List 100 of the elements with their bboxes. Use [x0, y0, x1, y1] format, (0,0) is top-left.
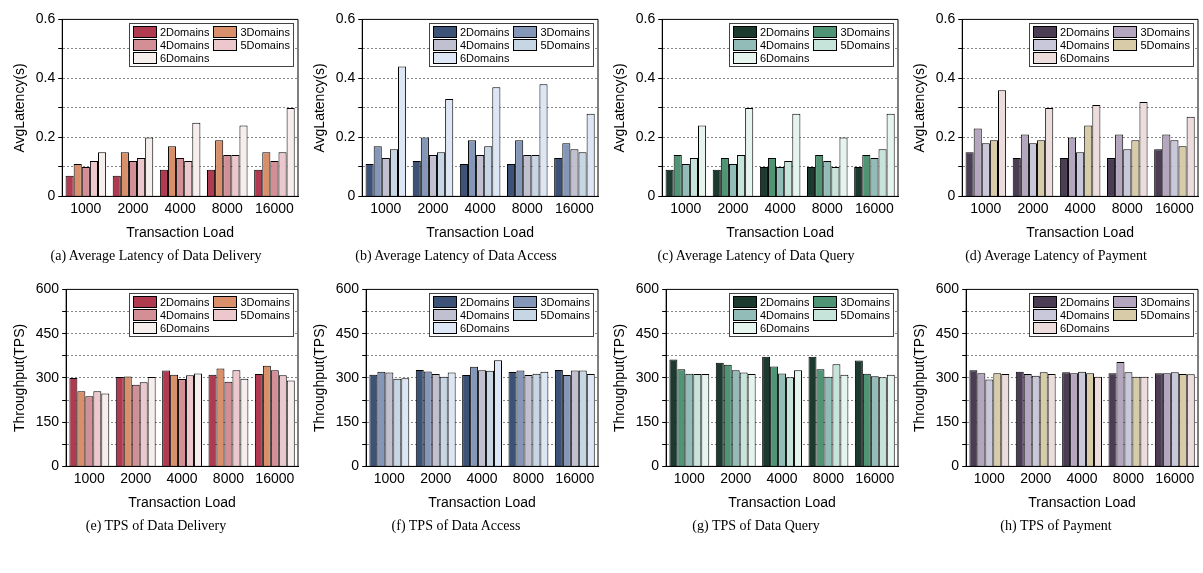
y-axis-title: Throughput(TPS)	[911, 323, 928, 432]
y-tick-label: 0	[47, 187, 56, 204]
legend-label: 5Domains	[1140, 309, 1190, 322]
y-tick-label: 450	[335, 324, 360, 341]
legend-label: 4Domains	[759, 309, 810, 322]
legend-label: 6Domains	[759, 322, 810, 335]
legend-label: 2Domains	[759, 296, 810, 309]
x-tick-label: 16000	[254, 199, 295, 216]
y-tick-label: 600	[35, 280, 60, 297]
legend-label: 2Domains	[459, 26, 510, 39]
x-tick-label: 2000	[120, 469, 152, 486]
x-tick-label: 2000	[1017, 199, 1049, 216]
x-tick-label: 4000	[764, 199, 796, 216]
legend-label: 4Domains	[1059, 309, 1110, 322]
y-tick-label: 0	[951, 457, 960, 474]
x-axis-title: Transaction Load	[728, 494, 836, 511]
y-tick-label: 0	[347, 187, 356, 204]
x-tick-label: 1000	[70, 199, 102, 216]
y-tick-label: 0.6	[35, 10, 56, 27]
y-tick-label: 0.4	[635, 69, 656, 86]
x-tick-label: 16000	[255, 469, 295, 486]
y-tick-label: 0	[651, 457, 660, 474]
y-tick-label: 0.4	[335, 69, 356, 86]
y-tick-label: 0.6	[635, 10, 656, 27]
y-tick-label: 150	[335, 413, 360, 430]
legend-label: 6Domains	[459, 52, 510, 65]
x-tick-label: 2000	[720, 469, 752, 486]
y-tick-label: 300	[35, 368, 60, 385]
text: (c) Average Latency of Data Query	[656, 248, 856, 265]
text: (f) TPS of Data Access	[390, 518, 522, 535]
x-axis-title: Transaction Load	[126, 224, 234, 241]
x-tick-label: 2000	[717, 199, 749, 216]
x-tick-label: 2000	[417, 199, 449, 216]
legend-label: 3Domains	[240, 296, 290, 309]
legend-label: 4Domains	[759, 39, 810, 52]
y-tick-label: 300	[335, 368, 360, 385]
y-tick-label: 0.6	[335, 10, 356, 27]
x-tick-label: 16000	[1154, 199, 1195, 216]
legend-label: 5Domains	[540, 39, 590, 52]
x-tick-label: 4000	[166, 469, 198, 486]
x-tick-label: 8000	[212, 469, 245, 486]
y-tick-label: 0	[647, 187, 656, 204]
x-tick-label: 4000	[464, 199, 496, 216]
legend-label: 4Domains	[459, 309, 510, 322]
y-tick-label: 0.2	[635, 128, 656, 145]
x-tick-label: 8000	[1111, 199, 1144, 216]
x-axis-title: Transaction Load	[128, 494, 236, 511]
legend-label: 3Domains	[540, 296, 590, 309]
x-tick-label: 1000	[370, 199, 402, 216]
y-axis-title: AvgLatency(s)	[311, 63, 328, 153]
x-tick-label: 8000	[1112, 469, 1145, 486]
legend-label: 5Domains	[840, 39, 890, 52]
x-tick-label: 2000	[1020, 469, 1052, 486]
legend-label: 4Domains	[159, 309, 210, 322]
x-tick-label: 16000	[854, 199, 895, 216]
legend-label: 4Domains	[459, 39, 510, 52]
legend-label: 6Domains	[1059, 52, 1110, 65]
x-axis-title: Transaction Load	[726, 224, 834, 241]
text: (d) Average Latency of Payment	[964, 248, 1148, 265]
x-axis-title: Transaction Load	[428, 494, 536, 511]
y-tick-label: 0.4	[935, 69, 956, 86]
y-axis-title: AvgLatency(s)	[911, 63, 928, 153]
legend-label: 4Domains	[159, 39, 210, 52]
y-tick-label: 0	[351, 457, 360, 474]
x-tick-label: 8000	[812, 469, 845, 486]
text: (g) TPS of Data Query	[691, 518, 821, 535]
x-tick-label: 1000	[970, 199, 1002, 216]
x-tick-label: 2000	[420, 469, 452, 486]
legend-label: 2Domains	[159, 26, 210, 39]
y-axis-title: AvgLatency(s)	[611, 63, 628, 153]
x-tick-label: 8000	[512, 469, 545, 486]
y-tick-label: 300	[635, 368, 660, 385]
y-tick-label: 0.4	[35, 69, 56, 86]
y-tick-label: 0.2	[935, 128, 956, 145]
x-tick-label: 4000	[1066, 469, 1098, 486]
y-tick-label: 150	[35, 413, 60, 430]
legend-label: 6Domains	[759, 52, 810, 65]
y-tick-label: 150	[635, 413, 660, 430]
text: (h) TPS of Payment	[999, 518, 1113, 535]
legend-label: 5Domains	[240, 309, 290, 322]
x-tick-label: 1000	[670, 199, 702, 216]
legend-label: 3Domains	[1140, 26, 1190, 39]
x-tick-label: 4000	[466, 469, 498, 486]
x-tick-label: 1000	[673, 469, 706, 486]
y-tick-label: 0.2	[335, 128, 356, 145]
x-tick-label: 1000	[73, 469, 106, 486]
legend-label: 2Domains	[1059, 296, 1110, 309]
legend-label: 5Domains	[840, 309, 890, 322]
y-tick-label: 0.2	[35, 128, 56, 145]
legend-label: 2Domains	[1059, 26, 1110, 39]
x-tick-label: 8000	[211, 199, 244, 216]
legend-label: 6Domains	[159, 52, 210, 65]
x-tick-label: 16000	[855, 469, 895, 486]
y-axis-title: Throughput(TPS)	[611, 323, 628, 432]
y-tick-label: 450	[635, 324, 660, 341]
x-tick-label: 1000	[373, 469, 406, 486]
y-tick-label: 300	[935, 368, 960, 385]
y-tick-label: 0	[947, 187, 956, 204]
legend-label: 3Domains	[840, 26, 890, 39]
legend-label: 5Domains	[1140, 39, 1190, 52]
